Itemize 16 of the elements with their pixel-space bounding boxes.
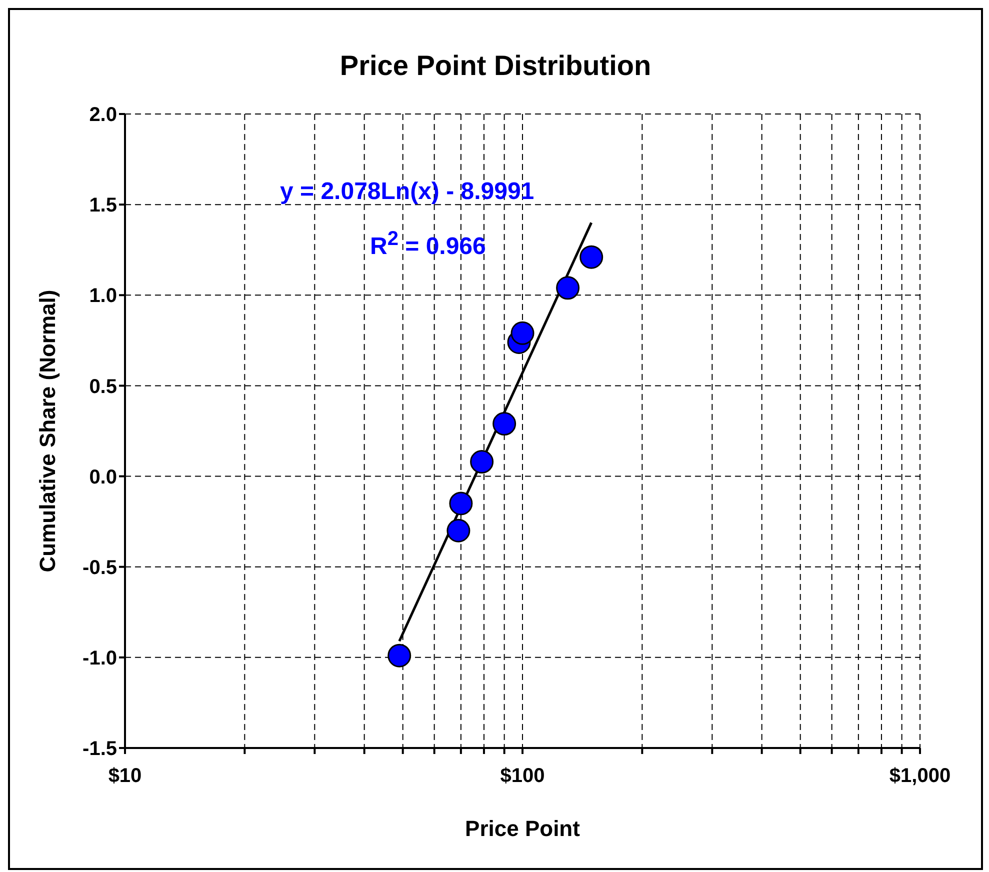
y-tick-label: -1.0 <box>82 648 117 670</box>
y-tick-label: -0.5 <box>82 556 117 579</box>
x-tick-label: $1,000 <box>889 765 951 788</box>
y-axis-title: Cumulative Share (Normal) <box>34 290 60 572</box>
fit-equation-text: y = 2.078Ln(x) - 8.9991 <box>280 178 534 206</box>
y-tick-label: 0.0 <box>89 466 117 488</box>
x-tick-label: $100 <box>500 765 545 788</box>
y-tick-label: 1.0 <box>89 285 117 308</box>
y-tick-label: 0.5 <box>89 376 117 398</box>
x-tick-label: $10 <box>108 765 142 788</box>
x-axis-title: Price Point <box>465 816 581 841</box>
fit-equation-text: R$^{2}$ = 0.966 <box>370 228 486 261</box>
chart-title: Price Point Distribution <box>338 50 652 82</box>
y-tick-label: 2.0 <box>89 104 117 126</box>
y-tick-label: 1.5 <box>89 194 117 217</box>
y-tick-label: -1.5 <box>82 738 117 760</box>
